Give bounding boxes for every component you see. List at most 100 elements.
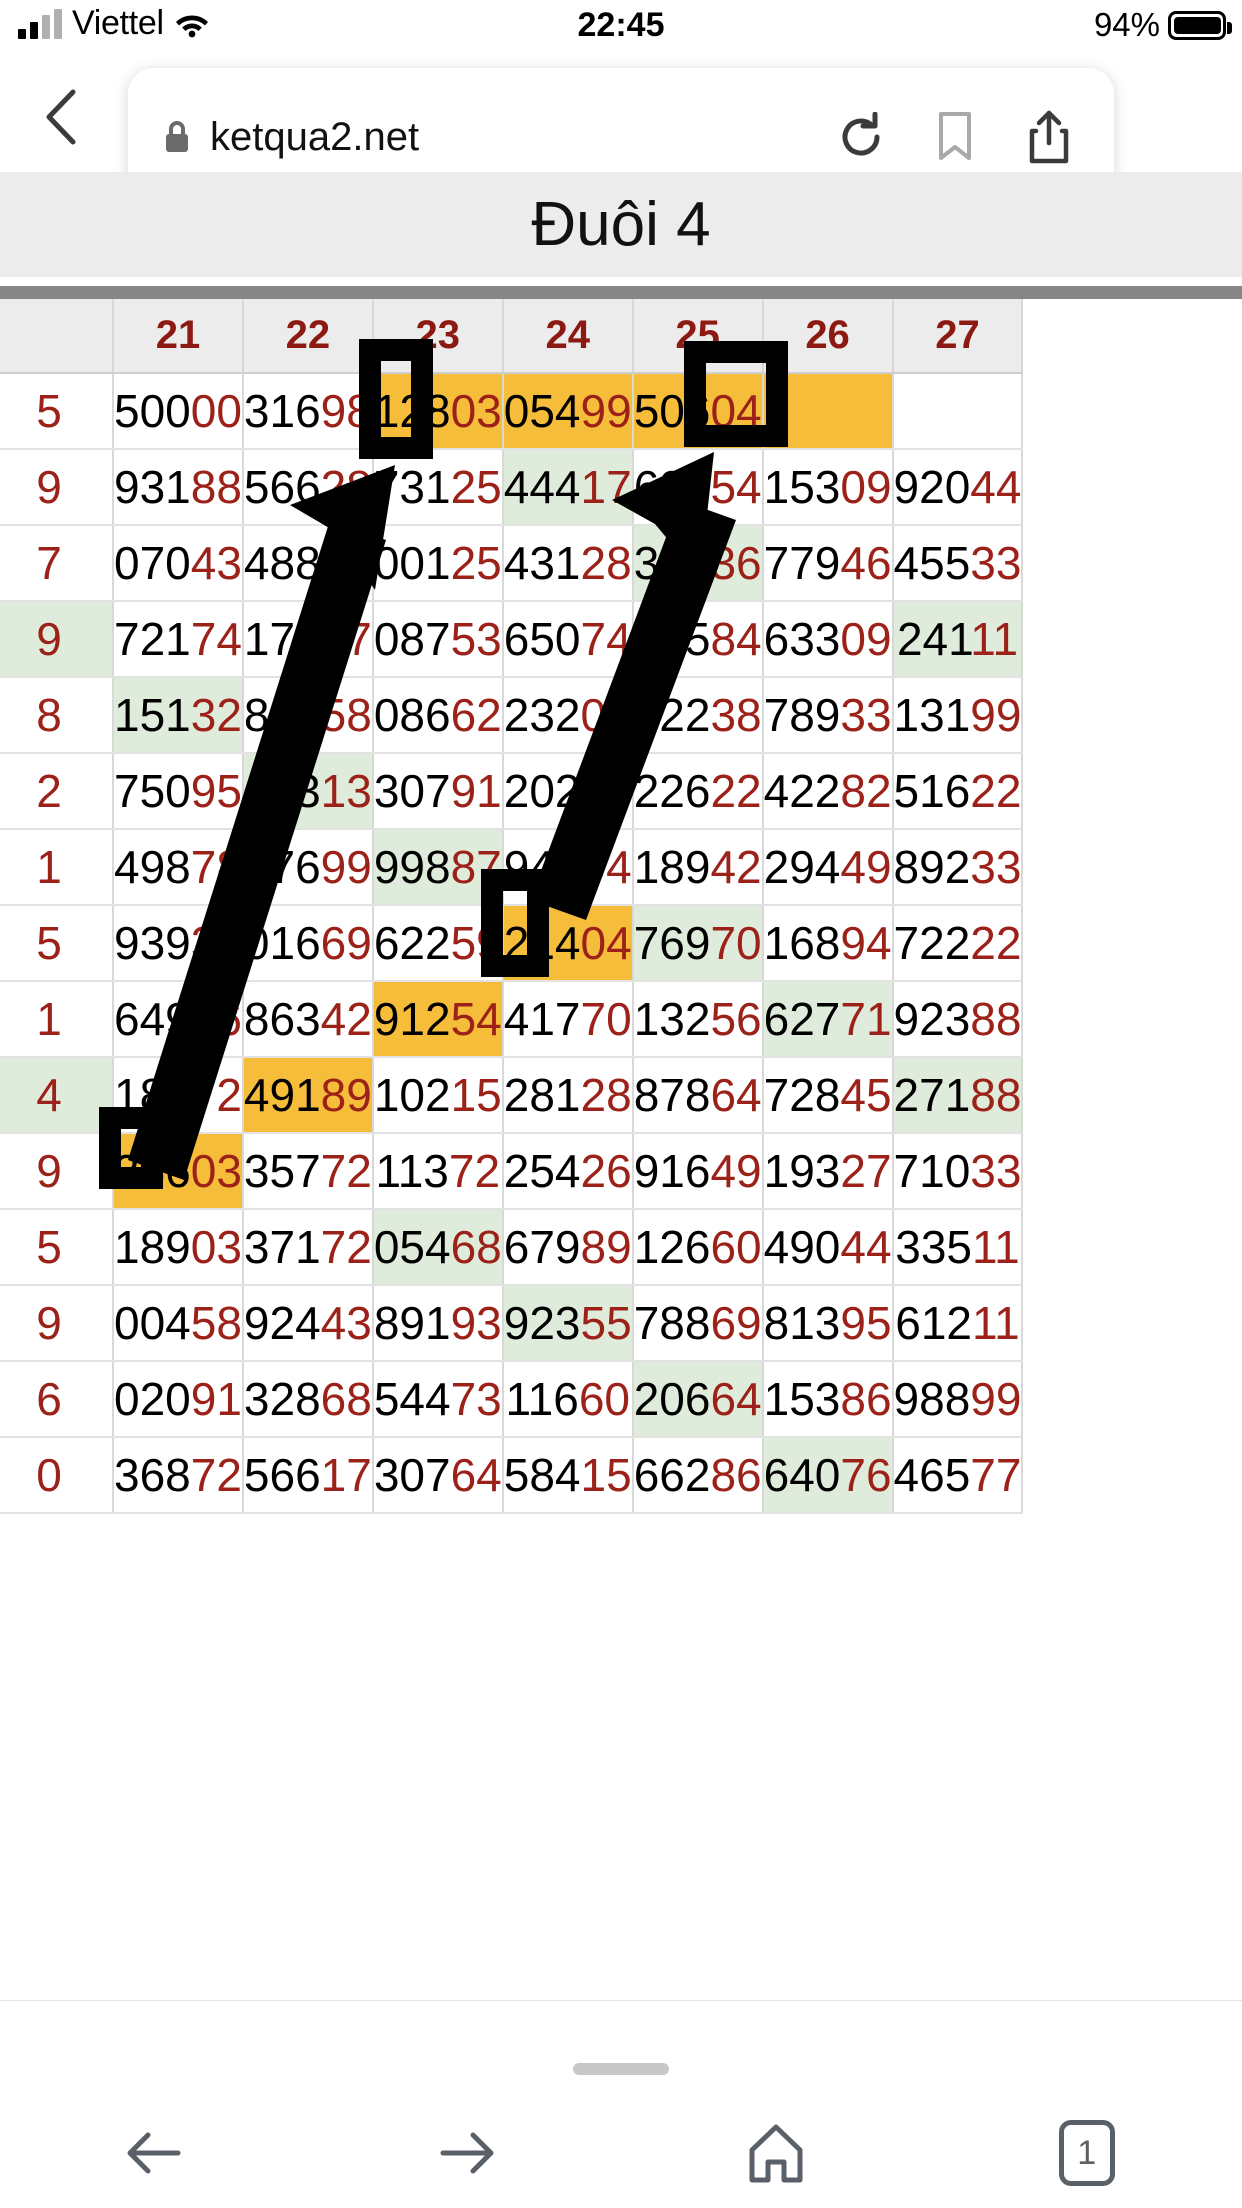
table-cell: 49878 [113,829,244,906]
table-cell: 21404 [502,905,634,982]
table-cell: 11660 [502,1361,634,1438]
table-top-rule [0,286,1242,299]
table-cell: 78869 [632,1285,764,1362]
share-icon[interactable] [1018,106,1080,168]
table-cell: 41770 [502,981,634,1058]
table-cell-partial: 9 [0,449,114,526]
table-cell: 91649 [632,1133,764,1210]
status-bar-left: Viettel [18,4,210,43]
table-row: 2 75095 45313 30791 20234 22622 42282 51622 [0,753,1024,830]
table-cell: 13256 [632,981,764,1058]
table-cell: 13199 [892,677,1024,754]
nav-home-button[interactable] [621,2097,932,2208]
table-cell: 45533 [892,525,1024,602]
table-cell: 99887 [372,829,504,906]
table-cell: 02091 [113,1361,244,1438]
status-bar-right: 94% [1094,6,1232,44]
table-cell: 08662 [372,677,504,754]
table-cell: 93188 [113,449,244,526]
table-cell: 24111 [892,601,1024,678]
table-cell: 25426 [502,1133,634,1210]
table-cell: 67989 [502,1209,634,1286]
table-cell: 37172 [242,1209,374,1286]
table-cell: 56628 [242,449,374,526]
table-cell: 15309 [762,449,894,526]
browser-back-icon[interactable] [30,84,90,150]
table-cell: 12803 [372,373,504,450]
table-header-row: 21 22 23 24 25 26 27 [0,299,1024,374]
table-cell: 73125 [372,449,504,526]
table-row: 5 18903 37172 05468 67989 12660 49044 33511 [0,1209,1024,1286]
table-header-col-21: 21 [113,299,244,374]
table-header-col-22: 22 [242,299,374,374]
browser-nav-row: 1 [0,2097,1242,2208]
table-cell: 57699 [242,829,374,906]
table-cell-partial: 9 [0,601,114,678]
table-cell: 49189 [242,1057,374,1134]
table-header-col-26: 26 [762,299,894,374]
table-cell: 46577 [892,1437,1024,1514]
table-cell: 87864 [632,1057,764,1134]
table-row: 1 49878 57699 99887 94694 18942 29449 89233 [0,829,1024,906]
nav-back-button[interactable] [0,2097,311,2208]
table-cell: 92443 [242,1285,374,1362]
table-cell-partial: 2 [0,753,114,830]
table-cell: 15386 [762,1361,894,1438]
table-cell: 64906 [113,981,244,1058]
url-text[interactable]: ketqua2.net [210,114,420,159]
table-cell: 66286 [632,1437,764,1514]
table-cell: 08753 [372,601,504,678]
clock-label: 22:45 [577,6,665,44]
table-cell: 35603 [113,1133,244,1210]
table-row: 0 36872 56617 30764 58415 66286 64076 46577 [0,1437,1024,1514]
table-cell: 11372 [372,1133,504,1210]
table-cell: 91254 [372,981,504,1058]
table-cell: 54473 [372,1361,504,1438]
table-cell: 16894 [762,905,894,982]
table-cell-partial: 7 [0,525,114,602]
home-indicator [573,2063,669,2075]
nav-tabs-button[interactable]: 1 [932,2097,1242,2208]
table-cell: 56617 [242,1437,374,1514]
table-cell-partial: 5 [0,1209,114,1286]
table-row: 1 64906 86342 91254 41770 13256 62771 92388 [0,981,1024,1058]
table-row: 7 07043 48879 00125 43128 32436 77946 45533 [0,525,1024,602]
table-cell: 18903 [113,1209,244,1286]
table-cell-partial: 5 [0,905,114,982]
table-cell: 94694 [502,829,634,906]
table-cell: 32868 [242,1361,374,1438]
table-cell: 81258 [242,677,374,754]
table-cell: 32436 [632,525,764,602]
results-table-container[interactable]: 21 22 23 24 25 26 27 5 50000 31698 12803 05499 5060… [0,277,1242,2000]
reload-icon[interactable] [830,106,892,168]
browser-bottom-bar: 1 [0,2000,1242,2208]
table-cell: 50000 [113,373,244,450]
table-cell-partial: 5 [0,373,114,450]
table-cell: 10215 [372,1057,504,1134]
table-cell: 98899 [892,1361,1024,1438]
bookmark-icon[interactable] [924,106,986,168]
table-cell: 58415 [502,1437,634,1514]
table-cell: 44417 [502,449,634,526]
home-icon [749,2124,803,2183]
nav-forward-button[interactable] [311,2097,622,2208]
table-row: 5 50000 31698 12803 05499 50604 [0,373,1024,450]
lock-icon [162,119,192,155]
table-cell-partial: 1 [0,829,114,906]
table-cell: 89233 [892,829,1024,906]
table-cell: 15132 [113,677,244,754]
table-cell: 78933 [762,677,894,754]
table-cell: 48879 [242,525,374,602]
table-cell: 28128 [502,1057,634,1134]
table-cell: 27188 [892,1057,1024,1134]
carrier-label: Viettel [72,4,164,42]
table-row: 9 35603 35772 11372 25426 91649 19327 71033 [0,1133,1024,1210]
table-header-edge [0,299,114,374]
table-cell: 93930 [113,905,244,982]
table-cell: 42282 [762,753,894,830]
signal-bars-icon [18,8,62,39]
table-cell: 75095 [113,753,244,830]
table-cell: 69154 [632,449,764,526]
table-cell: 05468 [372,1209,504,1286]
table-cell-partial: 1 [0,981,114,1058]
